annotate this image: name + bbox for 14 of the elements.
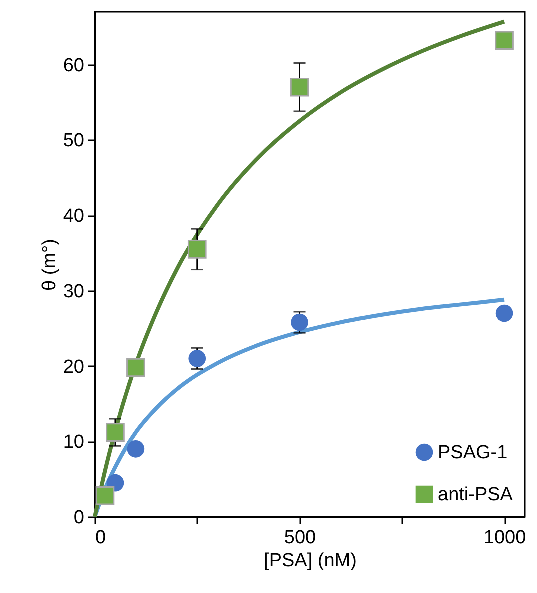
y-tick-label: 0 xyxy=(74,508,84,528)
x-tick-label: 0 xyxy=(96,528,106,548)
y-tick-label: 40 xyxy=(63,206,84,228)
x-axis-title: [PSA] (nM) xyxy=(264,550,357,572)
x-tick-label: 1000 xyxy=(484,528,526,548)
y-tick-label: 60 xyxy=(63,55,84,76)
y-axis-title: θ (m°) xyxy=(39,239,60,291)
x-tick-label: 500 xyxy=(284,528,316,548)
y-tick-label: 30 xyxy=(63,281,84,302)
y-tick-label: 50 xyxy=(63,130,84,152)
y-tick-label: 10 xyxy=(63,432,84,454)
legend-label: anti-PSA xyxy=(438,484,514,506)
y-tick-label: 20 xyxy=(63,356,84,378)
legend-label: PSAG-1 xyxy=(438,442,508,464)
